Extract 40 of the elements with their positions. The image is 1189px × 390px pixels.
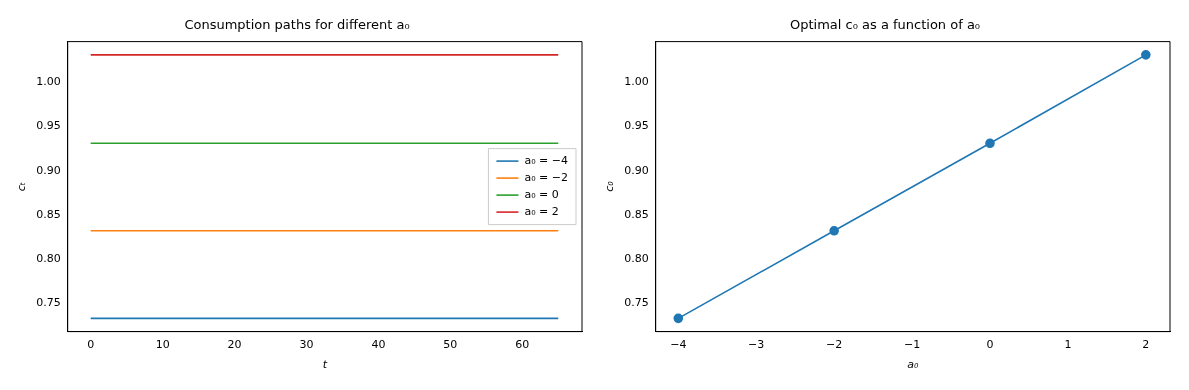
x-tick-label: −3	[748, 338, 765, 352]
x-tick-label: 1	[1064, 338, 1072, 352]
x-axis-title: t	[322, 358, 328, 372]
point	[673, 313, 684, 324]
y-tick-label: 0.75	[36, 296, 61, 310]
y-tick-label: 1.00	[36, 75, 61, 89]
x-tick-label: 60	[515, 338, 530, 352]
point	[985, 138, 995, 149]
point	[1141, 50, 1151, 60]
y-tick-label: 0.75	[624, 296, 649, 310]
y-tick-label: 0.85	[624, 207, 649, 221]
legend-label: a₀ = 0	[524, 187, 559, 201]
x-tick-label: 20	[227, 338, 242, 352]
x-tick-label: −4	[670, 338, 687, 352]
legend-label: a₀ = −2	[524, 170, 568, 184]
x-axis-title: a₀	[907, 358, 920, 372]
legend-label: a₀ = −4	[524, 153, 568, 167]
y-tick-label: 0.80	[36, 251, 61, 265]
x-tick-label: −2	[826, 338, 843, 352]
x-tick-label: 0	[87, 338, 95, 352]
legend-label: a₀ = 2	[524, 204, 559, 218]
y-tick-label: 0.80	[624, 251, 649, 265]
y-tick-label: 0.95	[624, 119, 649, 133]
y-tick-label: 1.00	[624, 75, 649, 89]
y-axis-title: cₜ	[15, 181, 29, 192]
y-tick-label: 0.90	[624, 163, 649, 177]
y-axis-title: c₀	[603, 180, 617, 192]
y-tick-label: 0.95	[36, 119, 61, 133]
x-tick-label: 0	[986, 338, 994, 352]
chart-title: Optimal c₀ as a function of a₀	[789, 17, 981, 33]
x-tick-label: −1	[903, 338, 921, 352]
chart-title: Consumption paths for different a₀	[184, 17, 410, 33]
x-tick-label: 40	[371, 338, 386, 352]
y-tick-label: 0.90	[36, 163, 61, 177]
x-tick-label: 10	[155, 338, 170, 352]
x-tick-label: 2	[1142, 338, 1150, 352]
x-tick-label: 30	[299, 338, 314, 352]
x-tick-label: 50	[443, 338, 458, 352]
y-tick-label: 0.85	[36, 207, 61, 221]
point	[829, 226, 839, 236]
